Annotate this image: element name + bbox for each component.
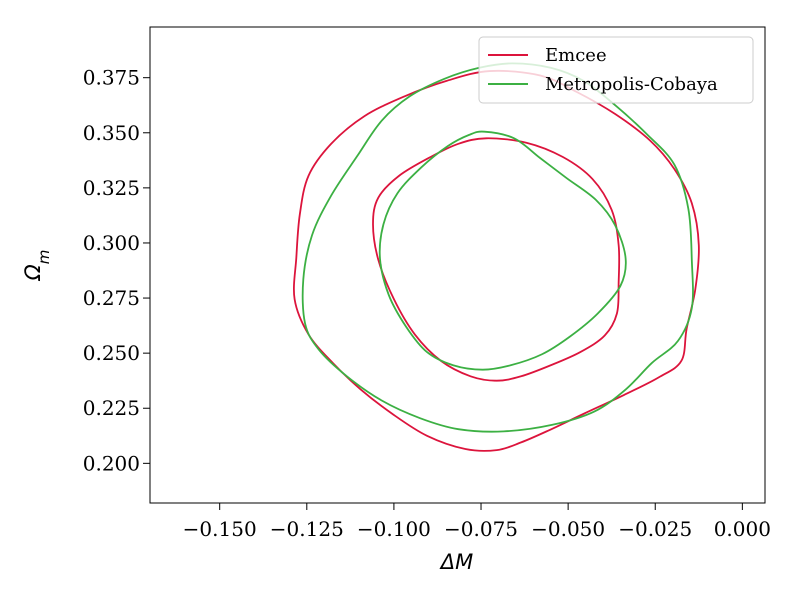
x-axis-label: ΔM (439, 550, 473, 574)
y-axis-ticks: 0.200 0.225 0.250 0.275 0.300 0.325 0.350 0.375 (83, 66, 150, 475)
legend: Emcee Metropolis-Cobaya (478, 36, 754, 104)
legend-label: Metropolis-Cobaya (545, 74, 718, 95)
x-tick-label: 0.000 (714, 517, 771, 541)
plot-area (149, 26, 766, 504)
y-tick-label: 0.350 (83, 121, 140, 145)
y-tick-label: 0.325 (83, 176, 140, 200)
legend-box (478, 36, 754, 104)
emcee-inner-contour (372, 137, 621, 382)
y-axis-label: Ωm (21, 250, 53, 282)
x-tick-label: −0.075 (444, 517, 518, 541)
contour-layer (292, 62, 700, 452)
x-tick-label: −0.025 (618, 517, 692, 541)
y-tick-label: 0.250 (83, 341, 140, 365)
x-tick-label: −0.125 (270, 517, 344, 541)
y-tick-label: 0.200 (83, 451, 140, 475)
emcee-outer-contour (292, 69, 700, 452)
legend-label: Emcee (545, 45, 607, 66)
x-axis-ticks: −0.150 −0.125 −0.100 −0.075 −0.050 −0.025 0.00… (183, 503, 771, 541)
x-tick-label: −0.050 (531, 517, 605, 541)
x-tick-label: −0.150 (183, 517, 257, 541)
y-tick-label: 0.275 (83, 286, 140, 310)
metropolis-cobaya-outer-contour (301, 62, 694, 433)
metropolis-cobaya-inner-contour (378, 130, 627, 371)
x-tick-label: −0.100 (357, 517, 431, 541)
y-tick-label: 0.225 (83, 396, 140, 420)
y-tick-label: 0.300 (83, 231, 140, 255)
y-tick-label: 0.375 (83, 66, 140, 90)
